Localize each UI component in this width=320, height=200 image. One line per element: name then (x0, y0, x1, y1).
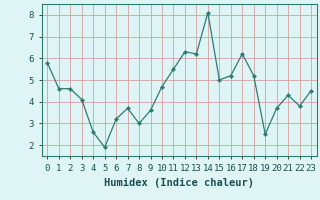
X-axis label: Humidex (Indice chaleur): Humidex (Indice chaleur) (104, 178, 254, 188)
